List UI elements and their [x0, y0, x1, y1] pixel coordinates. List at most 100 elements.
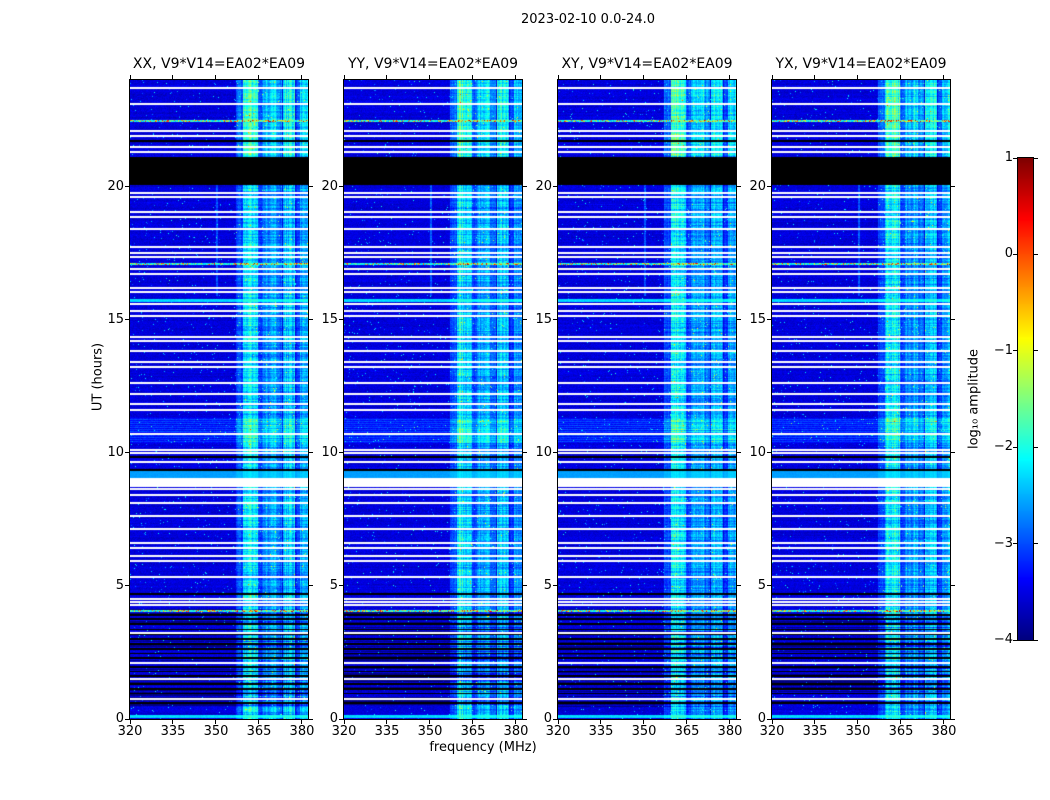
y-tick-mark [553, 585, 557, 587]
y-tick-mark [339, 319, 343, 321]
x-tick-mark [343, 75, 345, 79]
x-tick-mark [386, 75, 388, 79]
x-tick-mark [386, 720, 388, 724]
y-tick-mark [309, 186, 313, 187]
x-tick-label: 365 [674, 724, 700, 739]
x-tick-label: 320 [545, 724, 571, 739]
y-tick-label: 5 [543, 577, 552, 593]
x-tick-mark [729, 75, 731, 79]
colorbar-tick-mark [1013, 446, 1017, 448]
figure-title: 2023-02-10 0.0-24.0 [521, 12, 655, 27]
y-tick-label: 20 [321, 178, 338, 194]
x-tick-label: 320 [331, 724, 357, 739]
colorbar-tick-mark [1013, 253, 1017, 255]
colorbar-tick-label: 0 [1004, 246, 1013, 262]
x-tick-label: 365 [246, 724, 272, 739]
x-tick-mark [258, 720, 260, 724]
colorbar-tick-mark [1013, 543, 1017, 545]
x-tick-label: 335 [802, 724, 828, 739]
y-tick-mark [309, 452, 313, 454]
x-tick-label: 350 [845, 724, 871, 739]
colorbar-tick-mark [1034, 157, 1038, 159]
panel-title-xx: XX, V9*V14=EA02*EA09 [132, 56, 306, 72]
y-tick-label: 0 [329, 711, 338, 726]
y-tick-label: 5 [757, 577, 766, 593]
x-tick-label: 350 [631, 724, 657, 739]
x-tick-label: 350 [203, 724, 229, 739]
y-tick-mark [309, 585, 313, 587]
y-tick-mark [523, 186, 527, 187]
colorbar-tick-mark [1013, 157, 1017, 159]
y-tick-mark [553, 452, 557, 454]
y-tick-mark [767, 585, 771, 587]
y-tick-mark [951, 319, 955, 321]
y-tick-mark [553, 319, 557, 321]
x-tick-label: 335 [160, 724, 186, 739]
y-tick-mark [125, 452, 129, 454]
colorbar-tick-mark [1034, 446, 1038, 448]
x-tick-mark [301, 75, 303, 79]
x-tick-label: 380 [289, 724, 315, 739]
x-tick-label: 380 [503, 724, 529, 739]
y-tick-mark [523, 718, 527, 720]
y-tick-label: 10 [321, 444, 338, 460]
x-tick-mark [557, 75, 559, 79]
y-tick-mark [737, 585, 741, 587]
colorbar-tick-mark [1034, 543, 1038, 545]
x-tick-mark [900, 720, 902, 724]
y-tick-mark [767, 186, 771, 187]
colorbar-label: log₁₀ amplitude [966, 348, 982, 450]
y-tick-mark [737, 319, 741, 321]
colorbar-tick-mark [1034, 639, 1038, 641]
x-tick-mark [600, 720, 602, 724]
y-tick-mark [737, 186, 741, 187]
x-tick-mark [215, 75, 217, 79]
x-tick-mark [129, 75, 131, 79]
y-tick-mark [951, 186, 955, 187]
x-tick-label: 365 [888, 724, 914, 739]
y-tick-mark [125, 585, 129, 587]
colorbar-tick-label: 1 [1004, 150, 1013, 165]
x-tick-mark [643, 75, 645, 79]
y-tick-mark [951, 452, 955, 454]
x-tick-mark [814, 720, 816, 724]
x-tick-mark [429, 75, 431, 79]
y-tick-mark [767, 718, 771, 720]
y-tick-mark [553, 186, 557, 187]
x-tick-mark [729, 720, 731, 724]
y-tick-mark [523, 319, 527, 321]
y-axis-label: UT (hours) [90, 342, 106, 412]
x-tick-mark [943, 75, 945, 79]
y-tick-label: 0 [543, 711, 552, 726]
colorbar-tick-mark [1013, 350, 1017, 352]
y-tick-label: 10 [535, 444, 552, 460]
x-tick-mark [515, 720, 517, 724]
x-tick-mark [643, 720, 645, 724]
x-tick-mark [814, 75, 816, 79]
x-tick-mark [258, 75, 260, 79]
y-tick-label: 20 [107, 178, 124, 194]
y-tick-label: 15 [321, 311, 338, 327]
heatmap-yy [343, 79, 523, 720]
x-tick-mark [215, 720, 217, 724]
y-tick-label: 10 [749, 444, 766, 460]
x-tick-mark [686, 75, 688, 79]
x-tick-label: 365 [460, 724, 486, 739]
x-tick-mark [600, 75, 602, 79]
colorbar-tick-label: −4 [993, 632, 1013, 647]
y-tick-mark [523, 452, 527, 454]
colorbar-tick-mark [1034, 350, 1038, 352]
x-tick-label: 320 [117, 724, 143, 739]
x-tick-label: 335 [588, 724, 614, 739]
y-tick-label: 15 [107, 311, 124, 327]
y-tick-mark [125, 319, 129, 321]
panel-title-yx: YX, V9*V14=EA02*EA09 [775, 56, 947, 72]
y-tick-mark [553, 718, 557, 720]
x-tick-label: 335 [374, 724, 400, 739]
y-tick-label: 20 [749, 178, 766, 194]
y-tick-label: 0 [757, 711, 766, 726]
x-tick-mark [686, 720, 688, 724]
y-tick-label: 5 [115, 577, 124, 593]
y-tick-mark [951, 585, 955, 587]
y-tick-label: 15 [535, 311, 552, 327]
